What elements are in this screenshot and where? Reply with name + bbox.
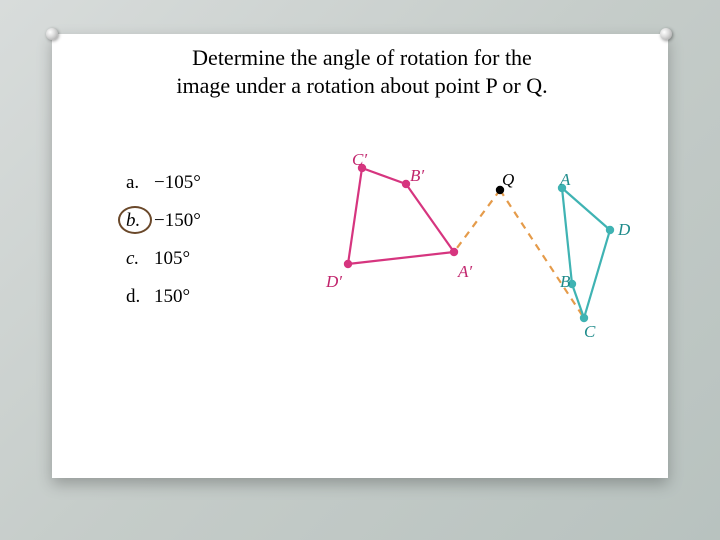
choice-letter: c.	[126, 240, 154, 278]
choice-text: 150°	[154, 286, 190, 307]
point-label: D	[618, 220, 630, 240]
question-text: Determine the angle of rotation for the …	[112, 44, 612, 99]
choice-text: −150°	[154, 210, 201, 231]
answer-choices: a.−105°b.−150°c.105°d.150°	[126, 164, 201, 316]
point-label: B	[560, 272, 570, 292]
pushpin-icon	[46, 28, 58, 40]
geometry-diagram: C′ B′ A′ D′ Q A B C D	[282, 144, 642, 354]
slide-card: Determine the angle of rotation for the …	[52, 34, 668, 478]
pushpin-icon	[660, 28, 672, 40]
point-label: C′	[352, 150, 367, 170]
point-label: Q	[502, 170, 514, 190]
point-label: D′	[326, 272, 342, 292]
choice-letter: b.	[126, 202, 154, 240]
point-label: B′	[410, 166, 424, 186]
choice-text: 105°	[154, 248, 190, 269]
answer-choice: c.105°	[126, 240, 201, 278]
question-line2: image under a rotation about point P or …	[176, 73, 547, 98]
answer-choice: a.−105°	[126, 164, 201, 202]
answer-choice: b.−150°	[126, 202, 201, 240]
choice-letter: d.	[126, 278, 154, 316]
question-line1: Determine the angle of rotation for the	[192, 45, 532, 70]
answer-choice: d.150°	[126, 278, 201, 316]
point-label: A′	[458, 262, 472, 282]
choice-letter: a.	[126, 164, 154, 202]
point-label: A	[560, 170, 570, 190]
point-label: C	[584, 322, 595, 342]
choice-text: −105°	[154, 172, 201, 193]
